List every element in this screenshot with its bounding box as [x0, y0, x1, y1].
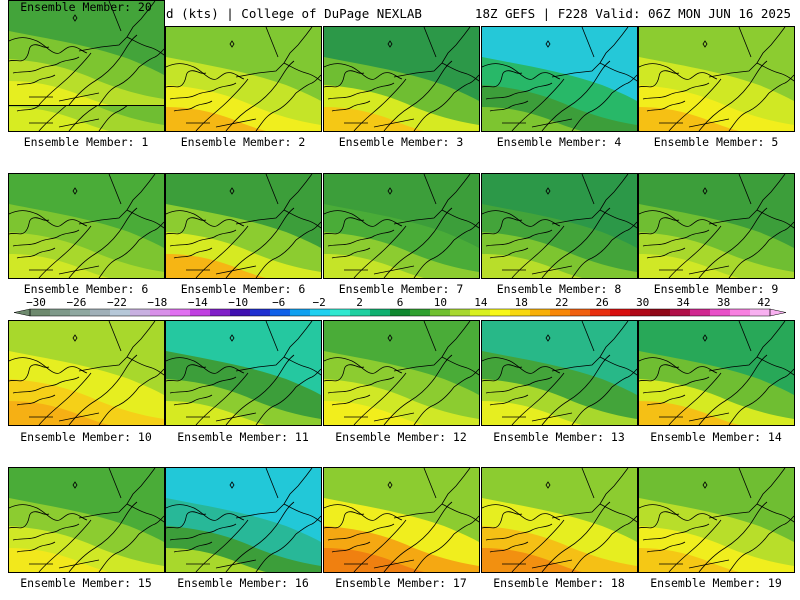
- colorbar-tick-label: 10: [434, 296, 447, 309]
- colorbar-segment: [170, 309, 191, 316]
- member-label: Ensemble Member: 12: [335, 430, 467, 444]
- colorbar-segment: [310, 309, 331, 316]
- colorbar-segment: [550, 309, 571, 316]
- member-label: Ensemble Member: 17: [335, 576, 467, 590]
- colorbar-tick-label: 34: [676, 296, 690, 309]
- member-label: Ensemble Member: 9: [653, 282, 779, 296]
- colorbar-segment: [130, 309, 151, 316]
- member-label: Ensemble Member: 18: [493, 576, 625, 590]
- colorbar-segment: [270, 309, 291, 316]
- colorbar-segment: [30, 309, 51, 316]
- ensemble-map-18: [323, 467, 480, 573]
- member-label: Ensemble Member: 8: [496, 282, 622, 296]
- colorbar-tick-label: −14: [188, 296, 208, 309]
- member-label: Ensemble Member: 15: [20, 576, 152, 590]
- colorbar-tick-label: −22: [107, 296, 127, 309]
- colorbar-tick-label: 14: [474, 296, 488, 309]
- colorbar-tick-label: −6: [272, 296, 285, 309]
- member-label: Ensemble Member: 16: [177, 576, 309, 590]
- colorbar-segment: [510, 309, 531, 316]
- colorbar-segment: [370, 309, 391, 316]
- colorbar-segment: [250, 309, 271, 316]
- member-label: Ensemble Member: 10: [20, 430, 152, 444]
- ensemble-map-6: [8, 173, 165, 279]
- member-label: Ensemble Member: 11: [177, 430, 309, 444]
- member-label: Ensemble Member: 19: [650, 576, 782, 590]
- colorbar-segment: [350, 309, 371, 316]
- colorbar-segment: [490, 309, 511, 316]
- colorbar-segment: [70, 309, 91, 316]
- colorbar-segment: [430, 309, 451, 316]
- ensemble-map-20: [638, 467, 795, 573]
- member-label: Ensemble Member: 1: [23, 135, 149, 149]
- model-run-info: 18Z GEFS | F228 Valid: 06Z MON JUN 16 20…: [474, 6, 791, 21]
- ensemble-map-21: [8, 0, 165, 106]
- member-label: Ensemble Member: 6: [23, 282, 149, 296]
- colorbar-tick-label: 18: [515, 296, 528, 309]
- ensemble-map-11: [8, 320, 165, 426]
- colorbar-segment: [710, 309, 731, 316]
- ensemble-map-13: [323, 320, 480, 426]
- member-label: Ensemble Member: 20: [20, 0, 152, 14]
- colorbar-segment: [450, 309, 471, 316]
- member-label: Ensemble Member: 2: [180, 135, 306, 149]
- colorbar-segment: [190, 309, 211, 316]
- colorbar-segment: [570, 309, 591, 316]
- temperature-colorbar: −30 −26 −22 −18 −14 −10 −6 −2 2 6 10 14 18 22 26 30 34 38…: [13, 296, 787, 317]
- ensemble-map-15: [638, 320, 795, 426]
- ensemble-map-14: [481, 320, 638, 426]
- colorbar-tick-label: 2: [356, 296, 363, 309]
- ensemble-map-17: [165, 467, 322, 573]
- member-label: Ensemble Member: 4: [496, 135, 622, 149]
- ensemble-map-2: [165, 26, 322, 132]
- colorbar-segment: [330, 309, 351, 316]
- colorbar-tick-label: 38: [717, 296, 730, 309]
- colorbar-segment: [690, 309, 711, 316]
- ensemble-map-7: [165, 173, 322, 279]
- colorbar-tick-label: 42: [757, 296, 770, 309]
- colorbar-segment: [650, 309, 671, 316]
- colorbar-segment: [290, 309, 311, 316]
- colorbar-tick-label: −10: [228, 296, 248, 309]
- ensemble-map-8: [323, 173, 480, 279]
- colorbar-tick-label: 30: [636, 296, 649, 309]
- colorbar-segment: [50, 309, 71, 316]
- colorbar-segment: [110, 309, 131, 316]
- ensemble-map-4: [481, 26, 638, 132]
- ensemble-map-19: [481, 467, 638, 573]
- member-label: Ensemble Member: 6: [180, 282, 306, 296]
- colorbar-segment: [610, 309, 631, 316]
- colorbar-segment: [590, 309, 611, 316]
- ensemble-map-10: [638, 173, 795, 279]
- colorbar-tick-label: −18: [147, 296, 167, 309]
- colorbar-tick-label: 26: [596, 296, 609, 309]
- colorbar-tick-label: −2: [312, 296, 325, 309]
- colorbar-segment: [750, 309, 771, 316]
- colorbar-segment: [390, 309, 411, 316]
- member-label: Ensemble Member: 3: [338, 135, 464, 149]
- colorbar-tick-label: −26: [66, 296, 86, 309]
- colorbar-segment: [90, 309, 111, 316]
- ensemble-map-9: [481, 173, 638, 279]
- colorbar-segment: [150, 309, 171, 316]
- ensemble-map-3: [323, 26, 480, 132]
- colorbar-tick-label: 6: [397, 296, 404, 309]
- colorbar-segment: [470, 309, 491, 316]
- ensemble-map-16: [8, 467, 165, 573]
- colorbar-tick-label: 22: [555, 296, 568, 309]
- colorbar-segment: [210, 309, 231, 316]
- colorbar-segment: [670, 309, 691, 316]
- member-label: Ensemble Member: 7: [338, 282, 464, 296]
- colorbar-segment: [730, 309, 751, 316]
- member-label: Ensemble Member: 13: [493, 430, 625, 444]
- colorbar-segment: [410, 309, 431, 316]
- member-label: Ensemble Member: 5: [653, 135, 779, 149]
- ensemble-map-12: [165, 320, 322, 426]
- colorbar-segment: [630, 309, 651, 316]
- colorbar-segment: [530, 309, 551, 316]
- colorbar-segment: [230, 309, 251, 316]
- ensemble-map-5: [638, 26, 795, 132]
- colorbar-tick-label: −30: [26, 296, 46, 309]
- member-label: Ensemble Member: 14: [650, 430, 782, 444]
